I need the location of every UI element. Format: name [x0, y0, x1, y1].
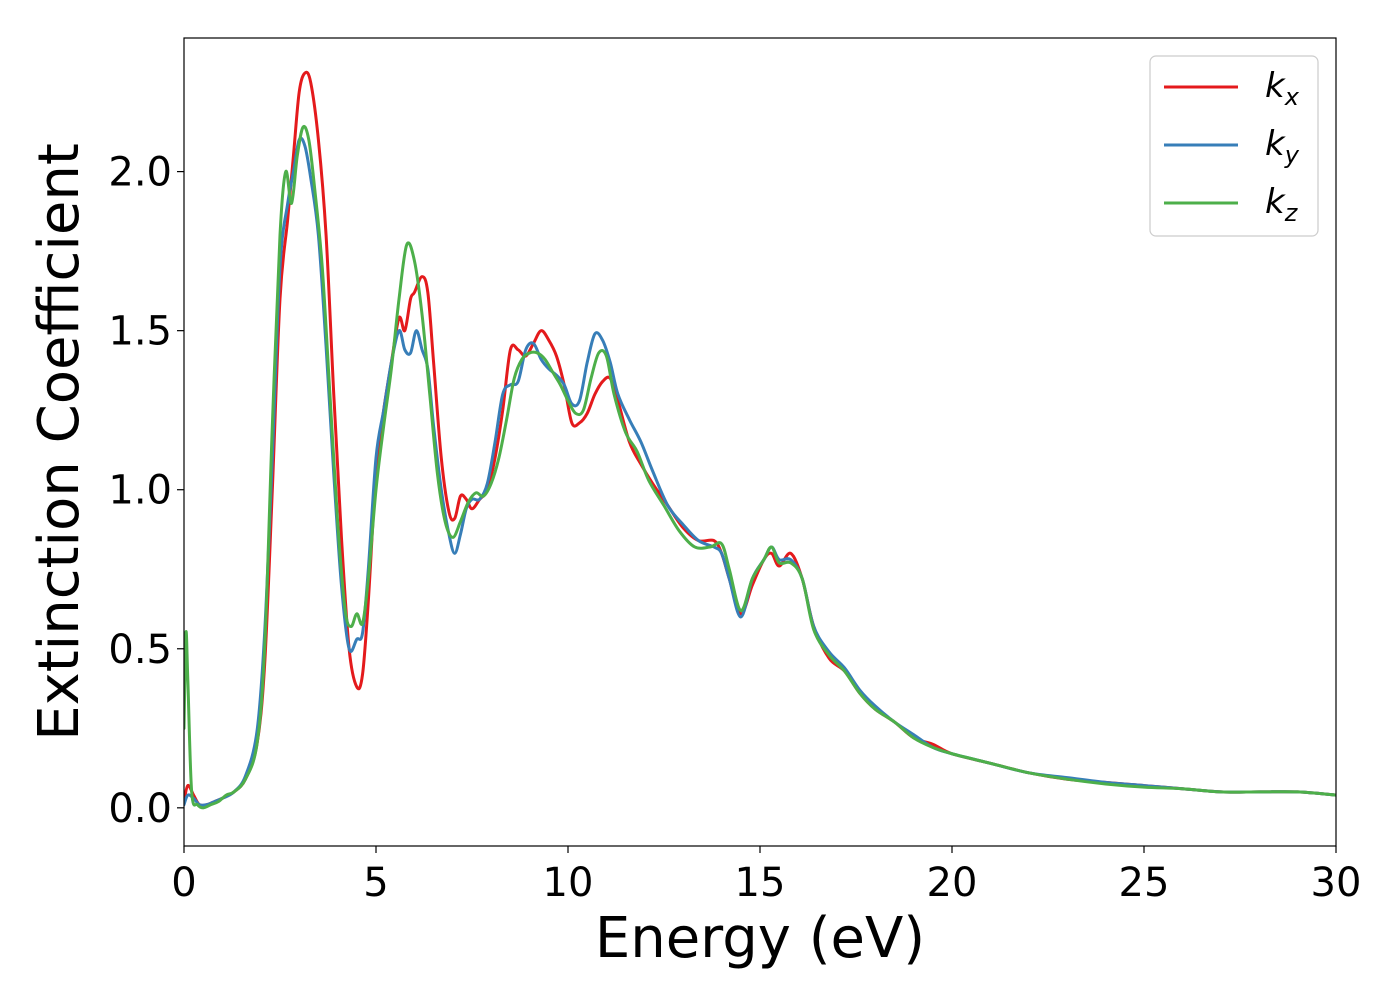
- x-tick-label: 0: [171, 860, 196, 906]
- x-tick-label: 30: [1311, 860, 1362, 906]
- series-line-k-y: [184, 136, 1336, 807]
- x-tick-label: 25: [1119, 860, 1170, 906]
- x-tick-label: 10: [543, 860, 594, 906]
- plot-lines: [184, 70, 1336, 810]
- y-tick-label: 1.5: [108, 309, 172, 355]
- y-tick-label: 0.0: [108, 786, 172, 832]
- y-tick-label: 1.0: [108, 468, 172, 514]
- x-axis-label: Energy (eV): [595, 906, 925, 971]
- x-axis-ticks: 0 5 10 15 20 25 30: [171, 846, 1361, 906]
- y-tick-label: 0.5: [108, 627, 172, 673]
- legend-label-k-x: kx: [1265, 66, 1300, 111]
- x-tick-label: 5: [363, 860, 388, 906]
- y-tick-label: 2.0: [108, 150, 172, 196]
- x-tick-label: 20: [927, 860, 978, 906]
- series-line-k-z: [184, 124, 1336, 810]
- y-axis-label: Extinction Coefficient: [27, 143, 92, 741]
- legend: kx ky kz: [1149, 55, 1319, 237]
- y-axis-ticks: 0.0 0.5 1.0 1.5 2.0: [108, 150, 184, 832]
- legend-label-k-z: kz: [1265, 182, 1299, 227]
- x-tick-label: 15: [735, 860, 786, 906]
- legend-label-k-y: ky: [1265, 124, 1300, 169]
